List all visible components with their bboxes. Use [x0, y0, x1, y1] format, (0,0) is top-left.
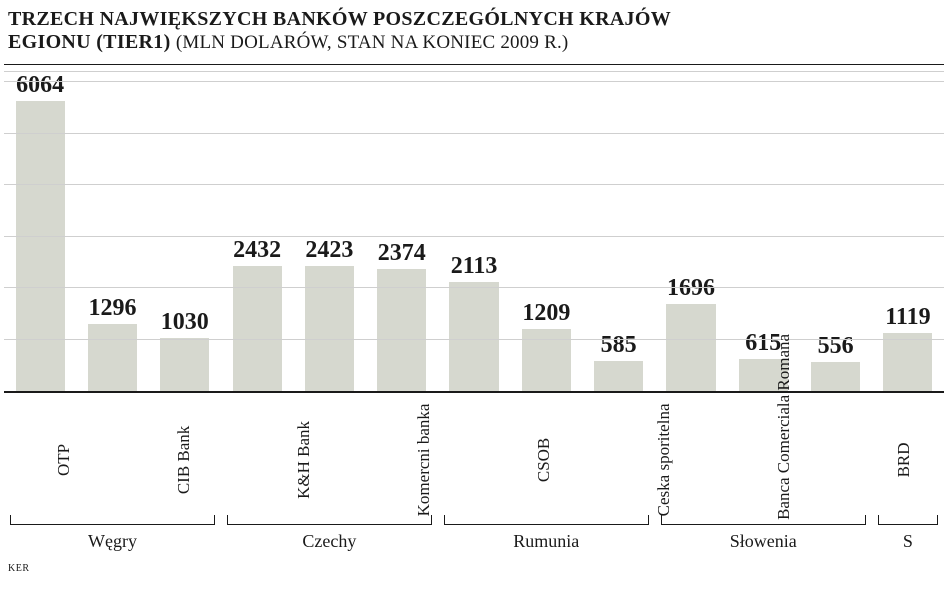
bar — [16, 101, 65, 391]
top-rule — [4, 64, 944, 65]
bar — [88, 324, 137, 391]
bank-label: Banca Comerciala Romana — [775, 400, 793, 520]
bar-slot: 1696 — [655, 72, 727, 391]
bar-slot: 1119 — [872, 72, 944, 391]
bank-label: Ceska sporitelna — [655, 400, 673, 520]
bar — [233, 266, 282, 391]
bank-label: K&H Bank — [295, 400, 313, 520]
label-slot: BRD — [844, 393, 948, 521]
bar-slot: 2113 — [438, 72, 510, 391]
country-group: Czechy — [221, 521, 438, 557]
bar-value-label: 2432 — [233, 237, 281, 264]
gridline — [4, 184, 944, 185]
bank-labels-row: OTP CIB Bank K&H Bank Komercni banka CSOB Ces… — [4, 393, 944, 521]
bar-value-label: 1696 — [667, 275, 715, 302]
bar — [160, 338, 209, 391]
bank-label: Komercni banka — [415, 400, 433, 520]
bar-slot: 2374 — [366, 72, 438, 391]
bank-label: OTP — [55, 400, 73, 520]
bar — [883, 333, 932, 391]
gridline — [4, 133, 944, 134]
country-name: S — [895, 531, 921, 552]
title-line1: TRZECH NAJWIĘKSZYCH BANKÓW POSZCZEGÓLNYC… — [8, 8, 944, 31]
bar-slot: 1296 — [76, 72, 148, 391]
bars-row: 6064129610302432242323742113120958516966… — [4, 72, 944, 391]
bar-slot: 556 — [799, 72, 871, 391]
bar — [594, 361, 643, 391]
countries-row: Węgry Czechy Rumunia Słowenia S — [4, 521, 944, 557]
label-slot: Banca Comerciala Romana — [724, 393, 844, 521]
bank-label: BRD — [895, 400, 913, 520]
country-bracket — [878, 515, 938, 525]
bank-label: CIB Bank — [175, 400, 193, 520]
bar-value-label: 1209 — [522, 300, 570, 327]
country-group: Rumunia — [438, 521, 655, 557]
bar-value-label: 2374 — [378, 240, 426, 267]
country-name: Słowenia — [722, 531, 805, 552]
country-bracket — [10, 515, 215, 525]
country-group: S — [872, 521, 944, 557]
bar-value-label: 1296 — [88, 295, 136, 322]
bar — [305, 266, 354, 391]
chart-plot-area: 6064129610302432242323742113120958516966… — [4, 71, 944, 391]
country-name: Czechy — [294, 531, 364, 552]
gridline — [4, 339, 944, 340]
label-slot: Komercni banka — [364, 393, 484, 521]
source-label: KER — [4, 563, 944, 574]
bar-value-label: 556 — [818, 333, 854, 360]
bar — [666, 304, 715, 391]
title-prefix: EGIONU (TIER1) — [8, 31, 171, 53]
country-bracket — [227, 515, 432, 525]
country-name: Rumunia — [505, 531, 587, 552]
label-slot: CIB Bank — [124, 393, 244, 521]
bar-value-label: 2113 — [451, 253, 498, 280]
label-slot: OTP — [4, 393, 124, 521]
bar-slot: 2423 — [293, 72, 365, 391]
gridline — [4, 81, 944, 82]
country-name: Węgry — [80, 531, 145, 552]
bar-value-label: 1030 — [161, 309, 209, 336]
bar-slot: 6064 — [4, 72, 76, 391]
country-group: Węgry — [4, 521, 221, 557]
chart-title: TRZECH NAJWIĘKSZYCH BANKÓW POSZCZEGÓLNYC… — [4, 8, 944, 54]
bar-slot: 1209 — [510, 72, 582, 391]
label-slot: K&H Bank — [244, 393, 364, 521]
bar-slot: 585 — [583, 72, 655, 391]
bar-slot: 1030 — [149, 72, 221, 391]
label-slot: Ceska sporitelna — [604, 393, 724, 521]
bar — [811, 362, 860, 391]
bar-value-label: 1119 — [885, 304, 930, 331]
gridline — [4, 287, 944, 288]
country-group: Słowenia — [655, 521, 872, 557]
bank-label: CSOB — [535, 400, 553, 520]
label-slot: CSOB — [484, 393, 604, 521]
chart-container: TRZECH NAJWIĘKSZYCH BANKÓW POSZCZEGÓLNYC… — [0, 0, 948, 593]
bar-value-label: 585 — [601, 332, 637, 359]
country-bracket — [444, 515, 649, 525]
bar-value-label: 2423 — [305, 237, 353, 264]
bar — [449, 282, 498, 391]
bar-slot: 2432 — [221, 72, 293, 391]
gridline — [4, 236, 944, 237]
title-line2: EGIONU (TIER1) (MLN DOLARÓW, STAN NA KON… — [8, 31, 944, 54]
country-bracket — [661, 515, 866, 525]
bar-value-label: 6064 — [16, 72, 64, 99]
title-suffix: (MLN DOLARÓW, STAN NA KONIEC 2009 R.) — [176, 32, 569, 53]
